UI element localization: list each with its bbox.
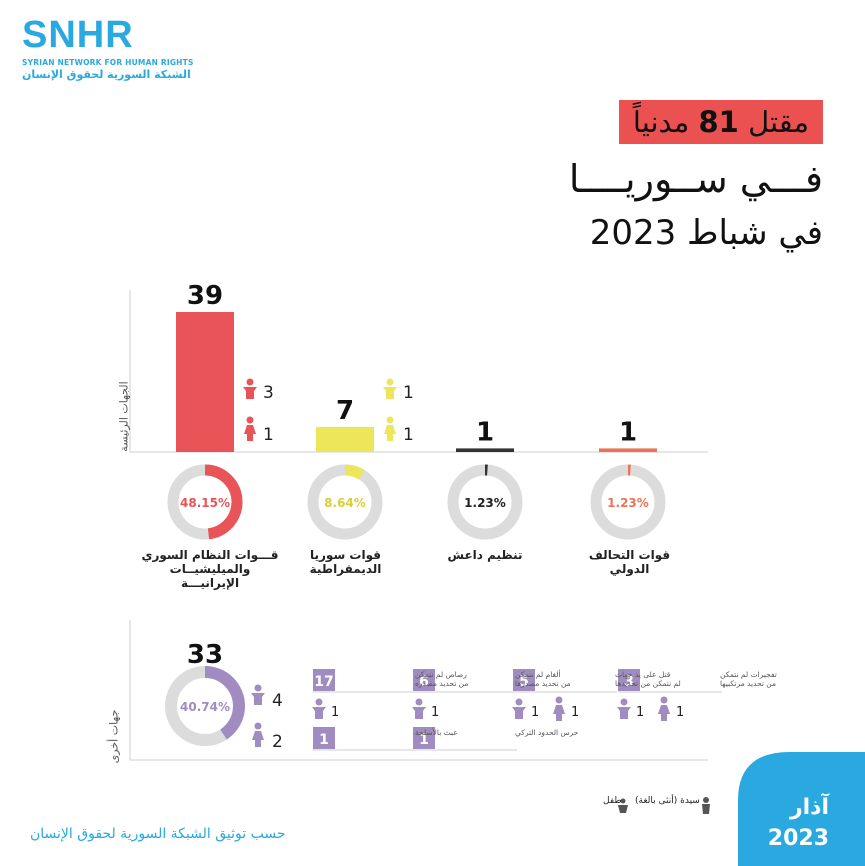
headline-count: مقتل 81 مدنياً xyxy=(618,100,823,144)
percent-ring-3-arc xyxy=(590,464,666,540)
report-month: آذار xyxy=(789,795,829,820)
bar-value-label-1: 7 xyxy=(336,396,354,426)
category-label-sdf: قوات سوريا الديمقراطية xyxy=(309,548,382,576)
percent-ring-3 xyxy=(590,464,666,540)
others-box-child-icon-3 xyxy=(312,698,326,719)
source-note: حسب توثيق الشبكة السورية لحقوق الإنسان xyxy=(30,826,286,842)
category-label-regime: قـــوات النظام السوري والميليشيــات الإي… xyxy=(141,548,279,590)
percent-ring-2 xyxy=(447,464,523,540)
percent-ring-1 xyxy=(307,464,383,540)
others-box-woman-icon-1 xyxy=(553,696,565,721)
child-icon-0 xyxy=(243,378,257,399)
category-label-isis: تنظيم داعش xyxy=(447,548,523,562)
woman-count-0: 1 xyxy=(263,425,274,445)
percent-ring-0 xyxy=(167,464,243,540)
others-woman-count: 2 xyxy=(272,732,283,752)
other-section-label: جهات أخرى xyxy=(107,709,121,764)
logo-arabic-name: الشبكة السورية لحقوق الإنسان xyxy=(22,68,191,81)
others-box-badge-1 xyxy=(513,669,535,691)
legend-woman-label: سيدة (أنثى بالغة) xyxy=(635,796,700,806)
others-box-value-3: 17 xyxy=(314,674,333,690)
others-child-icon xyxy=(251,684,265,705)
bar-1 xyxy=(316,426,374,452)
others-box-text2-3: من تحديد مصدره xyxy=(415,679,468,688)
bar-3 xyxy=(599,448,657,452)
bar-0 xyxy=(176,312,234,452)
others-box-child-count-2: 1 xyxy=(431,705,439,720)
woman-icon-0 xyxy=(244,416,256,441)
others-box-badge-5 xyxy=(313,727,335,749)
others-box-child-icon-2 xyxy=(412,698,426,719)
others-percent-ring xyxy=(165,666,245,746)
bar-2 xyxy=(456,448,514,452)
category-label-coalition: قوات التحالف الدولي xyxy=(588,548,671,576)
others-box-badge-0 xyxy=(618,669,640,691)
others-box-value-1: 5 xyxy=(519,674,529,690)
child-count-1: 1 xyxy=(403,383,414,403)
others-box-child-icon-1 xyxy=(512,698,526,719)
percent-label-0: 48.15% xyxy=(180,496,230,510)
woman-icon-1 xyxy=(384,416,396,441)
logo-english-name: SYRIAN NETWORK FOR HUMAN RIGHTS xyxy=(22,58,194,67)
others-box-child-icon-0 xyxy=(617,698,631,719)
others-box-text2-1: لم نتمكن من تحديدها xyxy=(615,679,681,688)
others-box-text2-2: من تحديد مصدرها xyxy=(515,679,571,688)
percent-ring-0-arc xyxy=(167,464,243,540)
main-section-label: الجهات الرئيسة xyxy=(117,381,131,452)
headline-period: في شباط 2023 xyxy=(589,213,823,253)
others-box-woman-icon-0 xyxy=(658,696,670,721)
others-box-badge-2 xyxy=(413,669,435,691)
others-box-badge-4 xyxy=(413,727,435,749)
headline-country: فـــي ســوريــــا xyxy=(568,157,823,201)
others-box-value-5: 1 xyxy=(319,732,329,748)
others-box-text-1: قتل على يد جهات xyxy=(615,670,671,679)
child-count-0: 3 xyxy=(263,383,274,403)
bar-value-label-3: 1 xyxy=(619,417,637,447)
others-box-value-2: 6 xyxy=(419,674,429,690)
percent-ring-1-arc xyxy=(307,464,383,540)
others-percent-label: 40.74% xyxy=(180,700,230,714)
others-child-count: 4 xyxy=(272,691,283,711)
others-box-child-count-3: 1 xyxy=(331,705,339,720)
others-box-woman-count-1: 1 xyxy=(571,705,579,720)
child-legend-icon xyxy=(618,798,628,813)
others-total-label: 33 xyxy=(187,640,223,670)
others-box-text-4: حرس الحدود التركي xyxy=(515,728,579,737)
others-woman-icon xyxy=(252,722,264,747)
others-box-5: 1 عبث بالأسلحة xyxy=(313,727,458,751)
others-box-text-3: رصاص لم نتمكن xyxy=(415,670,467,679)
others-box-text2-0: من تحديد مرتكبيها xyxy=(720,679,776,688)
percent-label-1: 8.64% xyxy=(324,496,366,510)
others-box-text-0: تفجيرات لم نتمكن xyxy=(720,670,777,679)
others-box-value-4: 1 xyxy=(419,732,429,748)
others-box-child-count-0: 1 xyxy=(636,705,644,720)
date-badge-shape xyxy=(738,752,865,866)
percent-label-2: 1.23% xyxy=(464,496,506,510)
bar-value-label-0: 39 xyxy=(187,281,223,311)
legend-child-label: طفل xyxy=(603,796,622,806)
logo-wordmark: SNHR xyxy=(22,14,134,56)
report-year: 2023 xyxy=(767,826,829,851)
others-box-4: 1 حرس الحدود التركي xyxy=(413,727,579,751)
percent-label-3: 1.23% xyxy=(607,496,649,510)
others-box-badge-3 xyxy=(313,669,335,691)
others-box-text-2: ألغام لم نتمكن xyxy=(515,669,561,679)
woman-legend-icon xyxy=(702,797,710,814)
percent-ring-2-arc xyxy=(447,464,523,540)
others-box-text-5: عبث بالأسلحة xyxy=(415,727,458,737)
child-icon-1 xyxy=(383,378,397,399)
others-box-value-0: 3 xyxy=(624,674,634,690)
others-percent-ring-arc xyxy=(165,666,245,746)
others-box-child-count-1: 1 xyxy=(531,705,539,720)
woman-count-1: 1 xyxy=(403,425,414,445)
bar-value-label-2: 1 xyxy=(476,417,494,447)
others-box-woman-count-0: 1 xyxy=(676,705,684,720)
